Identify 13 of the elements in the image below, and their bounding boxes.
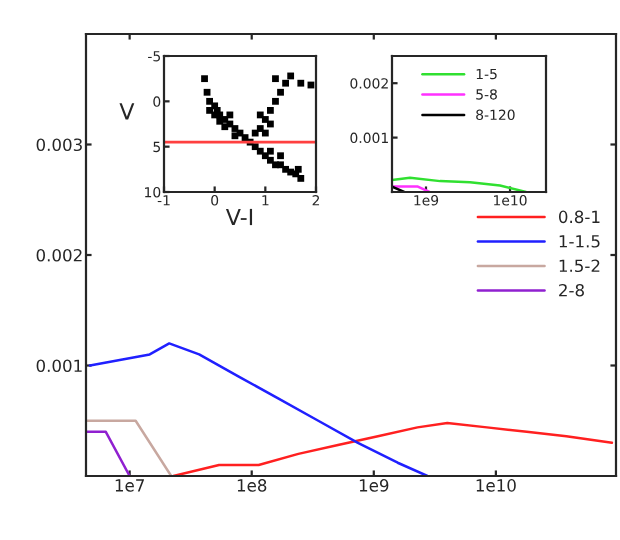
x-tick-label: 1e10 — [476, 479, 516, 492]
x-tick-label: 1e8 — [237, 479, 267, 492]
y-tick-label: 0.003 — [36, 138, 82, 152]
x-tick-label: 1e9 — [359, 479, 389, 492]
x-axis-title: V-I — [225, 208, 253, 226]
legend-label: 1.5-2 — [559, 259, 600, 273]
y-tick-label: 0.002 — [36, 248, 82, 262]
legend-label: 2-8 — [559, 283, 584, 297]
legend-label: 1-1.5 — [559, 235, 600, 248]
legend-label: 0.8-1 — [558, 210, 600, 224]
y-tick-label: 0.001 — [36, 359, 82, 373]
y-axis-title: V — [119, 103, 135, 120]
x-tick-label: 1e7 — [115, 479, 144, 492]
